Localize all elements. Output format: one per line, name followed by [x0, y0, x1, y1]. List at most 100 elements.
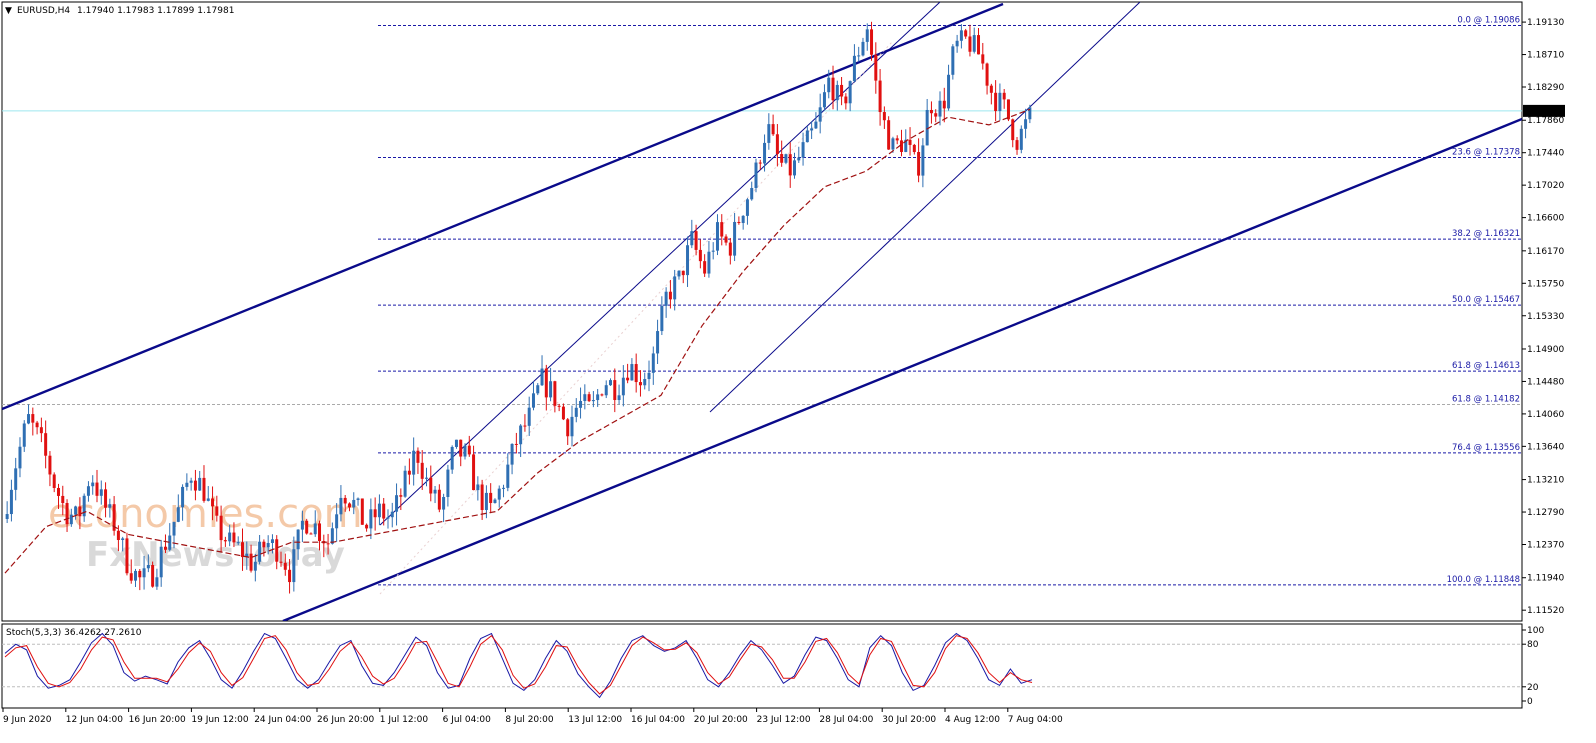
candle-body	[715, 222, 719, 251]
candle-body	[489, 492, 493, 503]
price-tick-label: 1.13210	[1527, 476, 1564, 486]
candle-body	[125, 538, 129, 574]
price-tick-label: 1.19130	[1527, 18, 1564, 28]
candle-body	[519, 425, 523, 445]
candle-body	[686, 245, 690, 276]
candle-body	[1015, 140, 1019, 150]
candle-body	[74, 506, 78, 515]
candle-body	[998, 92, 1002, 112]
stoch-tick-label: 100	[1527, 626, 1544, 636]
candle-body	[651, 353, 655, 373]
time-tick-label: 23 Jul 12:00	[757, 715, 811, 725]
candle-body	[724, 236, 728, 243]
candle-body	[694, 231, 698, 250]
candle-body	[677, 270, 681, 277]
candle-body	[805, 130, 809, 143]
candle-body	[377, 503, 381, 518]
candle-body	[921, 145, 925, 176]
time-tick-label: 7 Aug 04:00	[1008, 715, 1063, 725]
candle-body	[870, 29, 874, 55]
candle-body	[544, 368, 548, 398]
candle-body	[484, 492, 488, 510]
candle-body	[510, 443, 514, 465]
candle-body	[116, 530, 120, 540]
candle-body	[403, 470, 407, 497]
candle-body	[617, 395, 621, 401]
candle-body	[245, 553, 249, 558]
candle-body	[600, 394, 604, 396]
candle-body	[977, 35, 981, 55]
candle-body	[861, 41, 865, 56]
candle-body	[9, 489, 13, 515]
candle-body	[335, 514, 339, 529]
time-tick-label: 8 Jul 20:00	[505, 715, 554, 725]
candle-body	[703, 261, 707, 274]
price-tick-label: 1.18290	[1527, 83, 1564, 93]
candle-body	[527, 407, 531, 426]
candle-body	[52, 474, 56, 488]
candle-body	[163, 546, 167, 550]
candle-body	[18, 446, 22, 469]
candle-body	[399, 495, 403, 497]
candle-body	[531, 393, 535, 408]
candle-body	[168, 535, 172, 550]
time-tick-label: 26 Jun 20:00	[317, 715, 374, 725]
time-tick-label: 28 Jul 04:00	[819, 715, 873, 725]
candle-body	[523, 425, 527, 427]
candle-body	[39, 427, 43, 434]
candle-body	[793, 160, 797, 176]
candle-body	[929, 109, 933, 114]
candle-body	[65, 503, 69, 525]
stoch-tick-label: 0	[1527, 697, 1533, 707]
candle-body	[134, 570, 138, 581]
candle-body	[737, 221, 741, 224]
candle-body	[330, 528, 334, 544]
candle-body	[942, 100, 946, 109]
candle-body	[91, 482, 95, 487]
candle-body	[373, 509, 377, 518]
candle-body	[968, 36, 972, 52]
price-tick-label: 1.13640	[1527, 442, 1564, 452]
current-price-label: 1.17981	[1527, 107, 1564, 117]
candle-body	[801, 142, 805, 158]
candle-body	[908, 139, 912, 145]
time-tick-label: 16 Jul 04:00	[631, 715, 685, 725]
candle-body	[818, 107, 822, 122]
candle-body	[754, 162, 758, 189]
candle-body	[566, 419, 570, 437]
candle-body	[579, 400, 583, 408]
candle-body	[972, 35, 976, 52]
candle-body	[86, 486, 90, 496]
candle-body	[763, 142, 767, 164]
candle-body	[356, 498, 360, 500]
candle-body	[420, 462, 424, 479]
candle-body	[266, 543, 270, 548]
candle-body	[591, 400, 595, 402]
candle-body	[442, 497, 446, 510]
candle-body	[108, 504, 112, 508]
candle-body	[844, 96, 848, 104]
candle-body	[228, 532, 232, 542]
candle-body	[621, 377, 625, 396]
candle-body	[365, 524, 369, 529]
candle-body	[780, 154, 784, 163]
candle-body	[258, 541, 262, 562]
lower-channel-line	[282, 117, 1522, 621]
candle-body	[172, 521, 176, 536]
candle-body	[664, 291, 668, 306]
candle-body	[557, 405, 561, 407]
candle-body	[112, 504, 116, 531]
price-tick-label: 1.17020	[1527, 181, 1564, 191]
time-tick-label: 13 Jul 12:00	[568, 715, 622, 725]
collapse-arrow-icon[interactable]: ▼	[5, 6, 12, 16]
candle-body	[502, 487, 506, 489]
candle-body	[549, 381, 553, 398]
candle-body	[493, 499, 497, 503]
candle-body	[395, 495, 399, 512]
candle-body	[155, 577, 159, 587]
candle-body	[56, 487, 60, 496]
price-tick-label: 1.17860	[1527, 116, 1564, 126]
chart-symbol: EURUSD,H4	[17, 6, 70, 16]
price-tick-label: 1.17440	[1527, 149, 1564, 159]
candle-body	[857, 55, 861, 57]
